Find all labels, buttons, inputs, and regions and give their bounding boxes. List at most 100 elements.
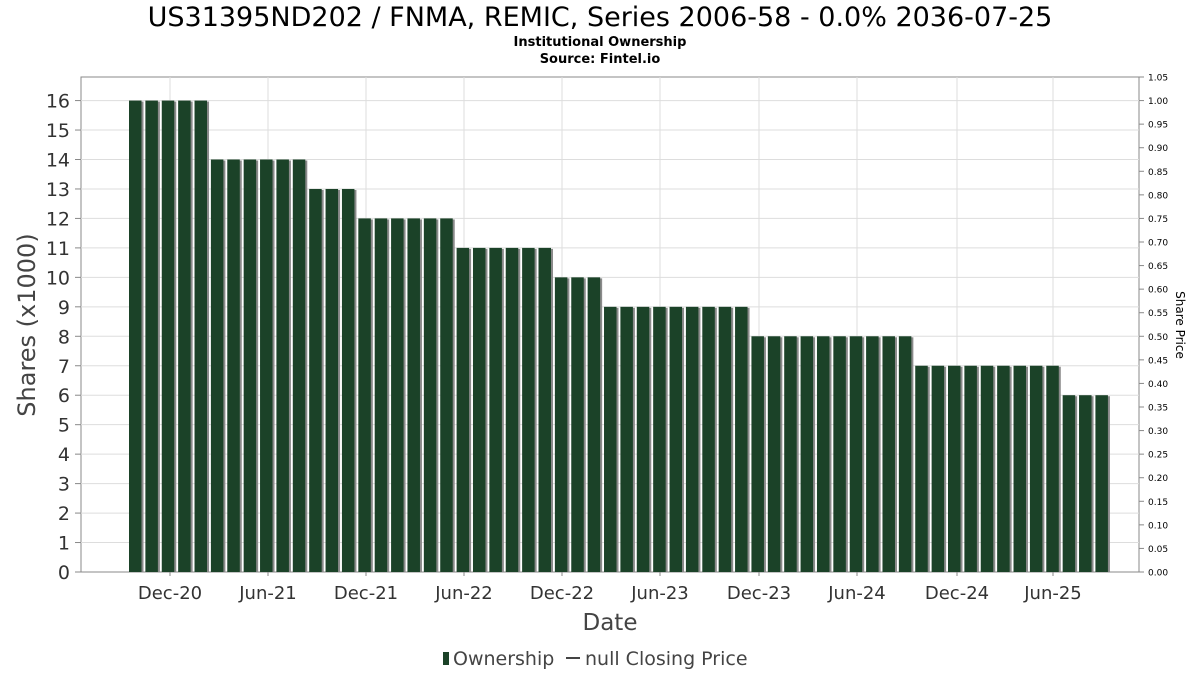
bar <box>1046 365 1059 572</box>
bar <box>538 247 551 572</box>
y-tick-label: 11 <box>46 238 70 260</box>
y2-tick-label: 0.35 <box>1148 404 1168 414</box>
bar <box>620 306 633 572</box>
y2-tick-label: 0.30 <box>1148 427 1168 437</box>
x-tick-label: Dec-23 <box>727 583 791 604</box>
y-tick-label: 1 <box>58 533 70 555</box>
x-tick-label: Dec-20 <box>138 583 202 604</box>
bar <box>735 306 748 572</box>
bar <box>276 159 289 572</box>
chart-source: Source: Fintel.io <box>539 52 661 67</box>
y-tick-label: 0 <box>58 562 70 584</box>
bar <box>685 306 699 572</box>
bar <box>194 100 208 573</box>
y2-tick-label: 0.60 <box>1148 286 1168 296</box>
bar <box>931 365 945 572</box>
y2-tick-label: 0.80 <box>1148 191 1168 201</box>
bar <box>391 218 404 572</box>
bar <box>718 306 732 572</box>
bar <box>407 218 420 572</box>
legend-label-price: null Closing Price <box>585 648 748 670</box>
y-tick-label: 7 <box>58 356 70 378</box>
y2-axis-title: Share Price <box>1173 291 1187 359</box>
bar <box>227 159 240 572</box>
bar <box>702 306 715 572</box>
chart-title: US31395ND202 / FNMA, REMIC, Series 2006-… <box>147 2 1053 33</box>
chart-subtitle: Institutional Ownership <box>513 35 687 50</box>
y2-tick-label: 0.70 <box>1148 239 1168 249</box>
bar <box>571 277 584 572</box>
y-tick-label: 14 <box>46 150 70 172</box>
bar <box>522 247 535 572</box>
x-axis-title: Date <box>583 610 638 636</box>
y2-tick-label: 0.10 <box>1148 521 1168 531</box>
y2-tick-label: 0.45 <box>1148 356 1168 366</box>
bar <box>587 277 601 572</box>
y2-tick-label: 0.65 <box>1148 262 1168 272</box>
bar <box>948 365 961 572</box>
bar <box>472 247 486 572</box>
bar <box>554 277 568 572</box>
y2-tick-label: 0.95 <box>1148 121 1168 131</box>
y-tick-label: 13 <box>46 179 70 201</box>
x-tick-label: Jun-25 <box>1023 583 1082 604</box>
bar <box>210 159 224 572</box>
y2-tick-label: 1.00 <box>1148 97 1168 107</box>
legend-label-ownership: Ownership <box>453 648 554 670</box>
bar <box>833 336 846 572</box>
bar <box>309 188 322 572</box>
bar <box>456 247 470 572</box>
bar <box>784 336 797 572</box>
bar <box>1013 365 1027 572</box>
y-tick-label: 9 <box>58 297 70 319</box>
y2-tick-label: 0.90 <box>1148 144 1168 154</box>
bar <box>1029 365 1043 572</box>
y-tick-label: 6 <box>58 385 70 407</box>
bar <box>1095 395 1108 572</box>
x-tick-label: Jun-23 <box>630 583 689 604</box>
y2-tick-label: 0.15 <box>1148 498 1168 508</box>
y-tick-label: 16 <box>46 91 70 113</box>
bar <box>341 188 355 572</box>
bar <box>440 218 453 572</box>
bar <box>898 336 912 572</box>
bar <box>358 218 371 572</box>
bar <box>866 336 879 572</box>
bar <box>260 159 273 572</box>
bar <box>489 247 502 572</box>
bar <box>964 365 977 572</box>
y2-tick-label: 0.55 <box>1148 309 1168 319</box>
bar <box>915 365 928 572</box>
y2-tick-label: 1.05 <box>1148 74 1168 84</box>
y-tick-label: 12 <box>46 208 70 230</box>
y-tick-label: 8 <box>58 326 70 348</box>
y-axis-title: Shares (x1000) <box>13 233 41 416</box>
bar <box>849 336 863 572</box>
y2-tick-label: 0.05 <box>1148 545 1168 555</box>
bar <box>604 306 617 572</box>
bar <box>129 100 142 573</box>
bar <box>636 306 650 572</box>
x-tick-label: Jun-21 <box>238 583 297 604</box>
bar <box>980 365 994 572</box>
bar <box>997 365 1010 572</box>
y2-tick-label: 0.00 <box>1148 569 1168 579</box>
y2-tick-label: 0.25 <box>1148 451 1168 461</box>
bar <box>161 100 175 573</box>
x-tick-label: Jun-24 <box>827 583 886 604</box>
y-tick-label: 15 <box>46 120 70 142</box>
y2-tick-label: 0.20 <box>1148 474 1168 484</box>
bar <box>325 188 339 572</box>
bar <box>374 218 388 572</box>
bar <box>178 100 191 573</box>
y2-tick-label: 0.85 <box>1148 168 1168 178</box>
bar <box>243 159 257 572</box>
bar <box>653 306 666 572</box>
y2-tick-label: 0.50 <box>1148 333 1168 343</box>
legend-marker-ownership <box>443 652 449 665</box>
x-tick-label: Dec-22 <box>530 583 594 604</box>
bar <box>669 306 683 572</box>
y2-tick-label: 0.40 <box>1148 380 1168 390</box>
y-tick-label: 4 <box>58 444 70 466</box>
